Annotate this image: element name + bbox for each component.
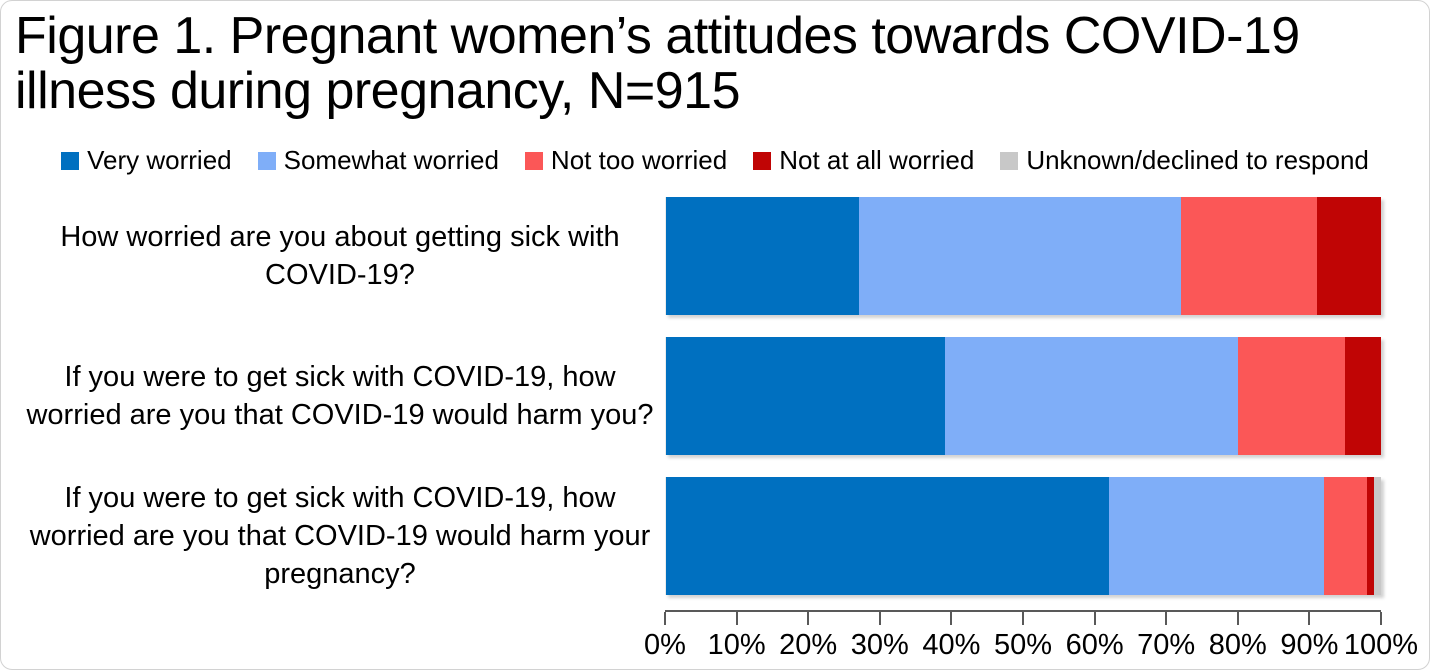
x-axis-tick [664,612,666,626]
x-axis-tick [735,612,738,626]
figure-title: Figure 1. Pregnant women’s attitudes tow… [15,7,1300,121]
x-axis-row: 0% 10% 20% 30% 40% 50% 60% 70% 80% 90% 100% [15,606,1418,664]
legend-swatch-somewhat-worried-icon [257,151,276,170]
x-axis-tick [1093,612,1096,626]
legend-item-not-too-worried: Not too worried [524,145,728,176]
legend-label-not-at-all-worried: Not at all worried [779,145,975,176]
x-axis-tick [1165,612,1168,626]
bar-segment-not-at-all-worried [1366,477,1374,596]
bar-segment-somewhat-worried [944,337,1238,456]
legend-label-very-worried: Very worried [87,145,232,176]
x-axis-tick-label: 40% [922,629,981,662]
category-label-3: If you were to get sick with COVID-19, h… [29,481,651,591]
x-axis: 0% 10% 20% 30% 40% 50% 60% 70% 80% 90% 100% [644,610,1418,664]
x-axis-spacer [15,606,665,664]
x-axis-tick [807,612,810,626]
x-axis-tick-label: 80% [1208,629,1267,662]
legend-swatch-unknown-declined-to-respond-icon [1000,151,1019,170]
bar-segment-not-too-worried [1237,337,1346,456]
x-axis-tick-label: 60% [1065,629,1124,662]
x-axis-tick [878,612,881,626]
x-axis-tick [1022,612,1024,626]
x-axis-tick [1236,612,1239,626]
legend: Very worried Somewhat worried Not too worr… [1,145,1429,176]
bar-segment-not-too-worried [1180,197,1317,316]
x-axis-tick-label: 10% [707,629,766,662]
chart-rows: How worried are you about getting sick w… [15,186,1381,606]
legend-item-not-at-all-worried: Not at all worried [753,145,974,176]
bar-segment-very-worried [666,197,860,316]
legend-swatch-not-too-worried-icon [524,151,543,170]
x-axis-tick-label: 90% [1280,629,1339,662]
category-label-2: If you were to get sick with COVID-19, h… [26,360,654,432]
bar-segment-unknown-declined-to-respond [1373,477,1381,596]
chart-row-3: If you were to get sick with COVID-19, h… [15,466,1381,606]
chart-row-2: If you were to get sick with COVID-19, h… [15,326,1381,466]
x-axis-tick [950,612,953,626]
bar-segment-very-worried [666,477,1110,596]
stacked-bar-chart: How worried are you about getting sick w… [1,186,1429,664]
x-axis-tick-label: 50% [993,629,1053,662]
x-axis-tick-label: 70% [1137,629,1196,662]
bar-track-3 [665,477,1381,596]
bar-segment-very-worried [666,337,945,456]
category-label-1: How worried are you about getting sick w… [60,220,620,292]
legend-label-unknown-declined-to-respond: Unknown/declined to respond [1026,145,1369,176]
bar-track-2 [665,337,1381,456]
bar-segment-somewhat-worried [1109,477,1324,596]
bar-segment-not-at-all-worried [1316,197,1381,316]
bar-segment-somewhat-worried [859,197,1181,316]
legend-swatch-not-at-all-worried-icon [753,151,772,170]
x-axis-tick-label: 20% [779,629,838,662]
chart-row-1: How worried are you about getting sick w… [15,186,1381,326]
x-axis-tick-label: 0% [644,629,686,662]
x-axis-tick-label: 30% [850,629,909,662]
legend-item-somewhat-worried: Somewhat worried [257,145,499,176]
x-axis-tick-label: 100% [1343,629,1419,662]
legend-swatch-very-worried-icon [61,151,80,170]
legend-label-somewhat-worried: Somewhat worried [283,145,499,176]
x-axis-tick [1308,612,1311,626]
bar-segment-not-at-all-worried [1345,337,1381,456]
legend-item-unknown-declined-to-respond: Unknown/declined to respond [1000,145,1369,176]
x-axis-tick [1380,612,1382,626]
bar-segment-not-too-worried [1323,477,1367,596]
legend-item-very-worried: Very worried [61,145,232,176]
bar-track-1 [665,197,1381,316]
legend-label-not-too-worried: Not too worried [550,145,728,176]
